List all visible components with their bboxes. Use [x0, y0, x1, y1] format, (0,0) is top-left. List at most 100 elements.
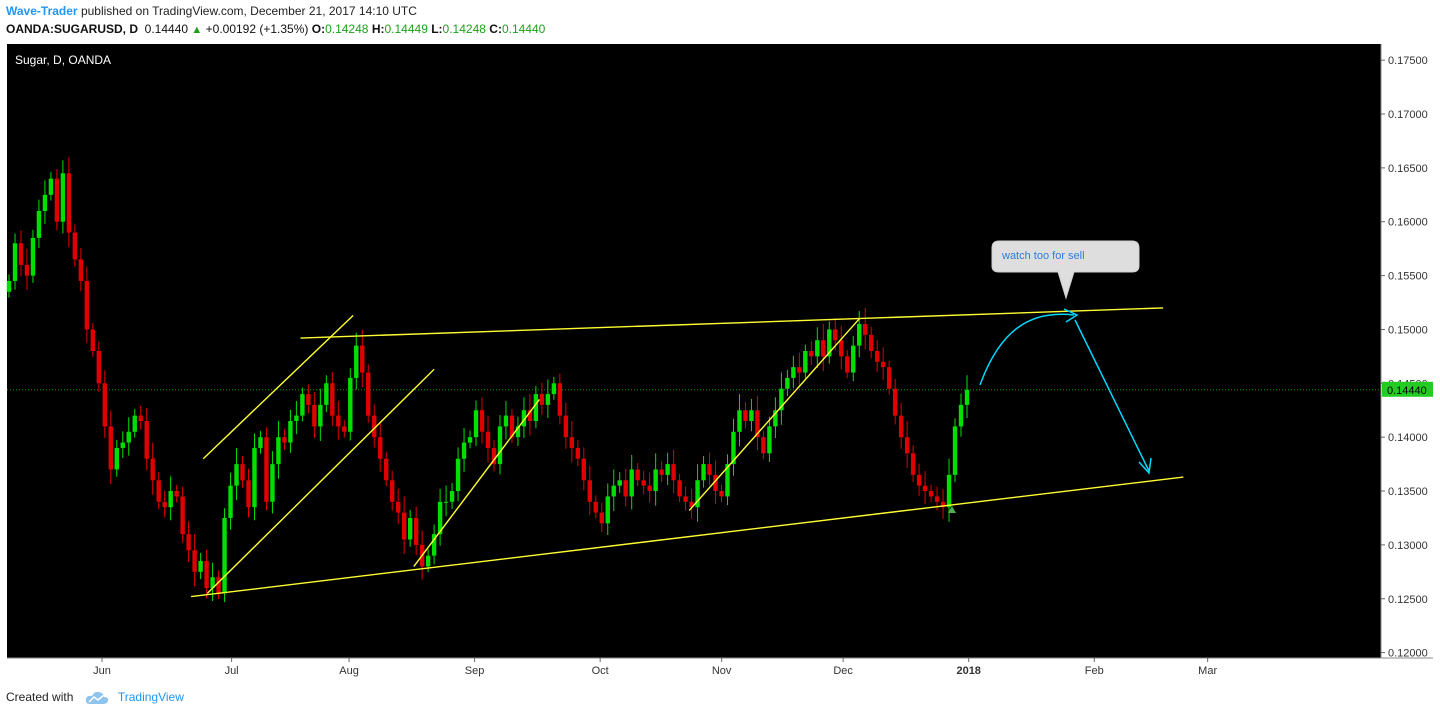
candle-up[interactable]: [431, 534, 437, 556]
candle-up[interactable]: [827, 329, 832, 357]
candle-down[interactable]: [839, 340, 844, 357]
candle-up[interactable]: [443, 501, 449, 503]
candle-down[interactable]: [677, 480, 682, 497]
candle-down[interactable]: [671, 464, 676, 481]
candle-down[interactable]: [719, 491, 724, 497]
candle-down[interactable]: [713, 474, 718, 492]
candle-up[interactable]: [234, 464, 239, 486]
candle-down[interactable]: [659, 469, 664, 475]
candle-up[interactable]: [545, 394, 551, 405]
candle-up[interactable]: [497, 426, 503, 465]
candle-down[interactable]: [869, 334, 874, 351]
candle-up[interactable]: [785, 377, 790, 389]
candle-down[interactable]: [264, 437, 269, 502]
candle-up[interactable]: [515, 426, 521, 438]
candle-down[interactable]: [330, 383, 335, 416]
candle-up[interactable]: [288, 421, 293, 443]
candle-down[interactable]: [18, 243, 24, 265]
candle-down[interactable]: [240, 464, 245, 481]
candle-up[interactable]: [120, 442, 125, 448]
candle-down[interactable]: [186, 534, 191, 551]
candle-up[interactable]: [12, 243, 18, 281]
candle-up[interactable]: [449, 491, 455, 502]
candle-up[interactable]: [473, 410, 479, 438]
candle-up[interactable]: [731, 431, 736, 465]
candle-up[interactable]: [210, 577, 215, 588]
candle-down[interactable]: [96, 351, 102, 384]
candle-up[interactable]: [653, 469, 658, 492]
candle-up[interactable]: [695, 480, 700, 508]
candle-down[interactable]: [360, 345, 365, 373]
candle-down[interactable]: [150, 458, 155, 481]
candle-up[interactable]: [803, 351, 808, 373]
candle-down[interactable]: [689, 501, 694, 508]
candle-up[interactable]: [467, 437, 473, 443]
candle-down[interactable]: [390, 480, 395, 502]
candle-up[interactable]: [36, 210, 42, 238]
candle-down[interactable]: [282, 437, 287, 443]
candle-down[interactable]: [491, 447, 497, 465]
candle-down[interactable]: [78, 259, 84, 281]
candle-down[interactable]: [940, 501, 946, 508]
candle-up[interactable]: [749, 410, 754, 422]
candle-down[interactable]: [821, 340, 826, 357]
candle-up[interactable]: [276, 437, 281, 465]
candle-down[interactable]: [246, 480, 251, 508]
candle-down[interactable]: [922, 485, 928, 492]
candle-up[interactable]: [773, 410, 778, 427]
candle-up[interactable]: [779, 388, 784, 411]
candle-down[interactable]: [623, 480, 628, 497]
candle-up[interactable]: [521, 410, 527, 427]
candle-up[interactable]: [114, 447, 119, 470]
candle-down[interactable]: [683, 496, 688, 502]
candle-down[interactable]: [72, 232, 78, 260]
candle-up[interactable]: [126, 431, 131, 443]
candle-up[interactable]: [857, 324, 862, 346]
candle-up[interactable]: [815, 340, 820, 357]
candle-down[interactable]: [162, 501, 167, 508]
candle-down[interactable]: [641, 480, 646, 486]
candle-up[interactable]: [132, 415, 137, 432]
candle-down[interactable]: [336, 415, 341, 427]
candle-up[interactable]: [629, 469, 634, 497]
candle-down[interactable]: [599, 512, 604, 524]
candle-down[interactable]: [527, 410, 533, 422]
candle-down[interactable]: [539, 394, 545, 405]
candle-up[interactable]: [701, 464, 706, 481]
candle-up[interactable]: [270, 464, 275, 502]
candle-down[interactable]: [204, 561, 209, 588]
candle-down[interactable]: [156, 480, 161, 502]
candle-down[interactable]: [174, 491, 179, 497]
candle-up[interactable]: [48, 178, 54, 195]
candle-down[interactable]: [575, 447, 581, 459]
candle-up[interactable]: [42, 194, 48, 211]
candle-down[interactable]: [569, 437, 575, 448]
trend-line[interactable]: [191, 476, 1184, 598]
candle-down[interactable]: [138, 415, 143, 422]
candle-down[interactable]: [833, 329, 838, 341]
candle-down[interactable]: [342, 426, 347, 432]
candle-down[interactable]: [306, 394, 311, 405]
candle-up[interactable]: [198, 561, 203, 572]
candle-up[interactable]: [6, 280, 12, 292]
candle-up[interactable]: [665, 464, 670, 475]
candle-down[interactable]: [401, 512, 407, 540]
candle-down[interactable]: [509, 415, 515, 438]
candle-down[interactable]: [910, 453, 916, 475]
candle-down[interactable]: [66, 173, 72, 233]
candle-down[interactable]: [886, 367, 892, 389]
candle-down[interactable]: [54, 178, 60, 222]
candle-down[interactable]: [707, 464, 712, 475]
trend-line[interactable]: [300, 307, 1164, 339]
candle-up[interactable]: [503, 415, 509, 427]
candle-up[interactable]: [168, 491, 173, 508]
candle-down[interactable]: [479, 410, 485, 432]
candle-down[interactable]: [372, 415, 377, 438]
candle-up[interactable]: [964, 389, 970, 405]
candle-up[interactable]: [294, 415, 299, 422]
candle-down[interactable]: [928, 491, 934, 497]
trend-line[interactable]: [413, 399, 540, 567]
candle-down[interactable]: [312, 404, 317, 427]
candle-down[interactable]: [413, 517, 419, 545]
candle-down[interactable]: [916, 474, 922, 486]
